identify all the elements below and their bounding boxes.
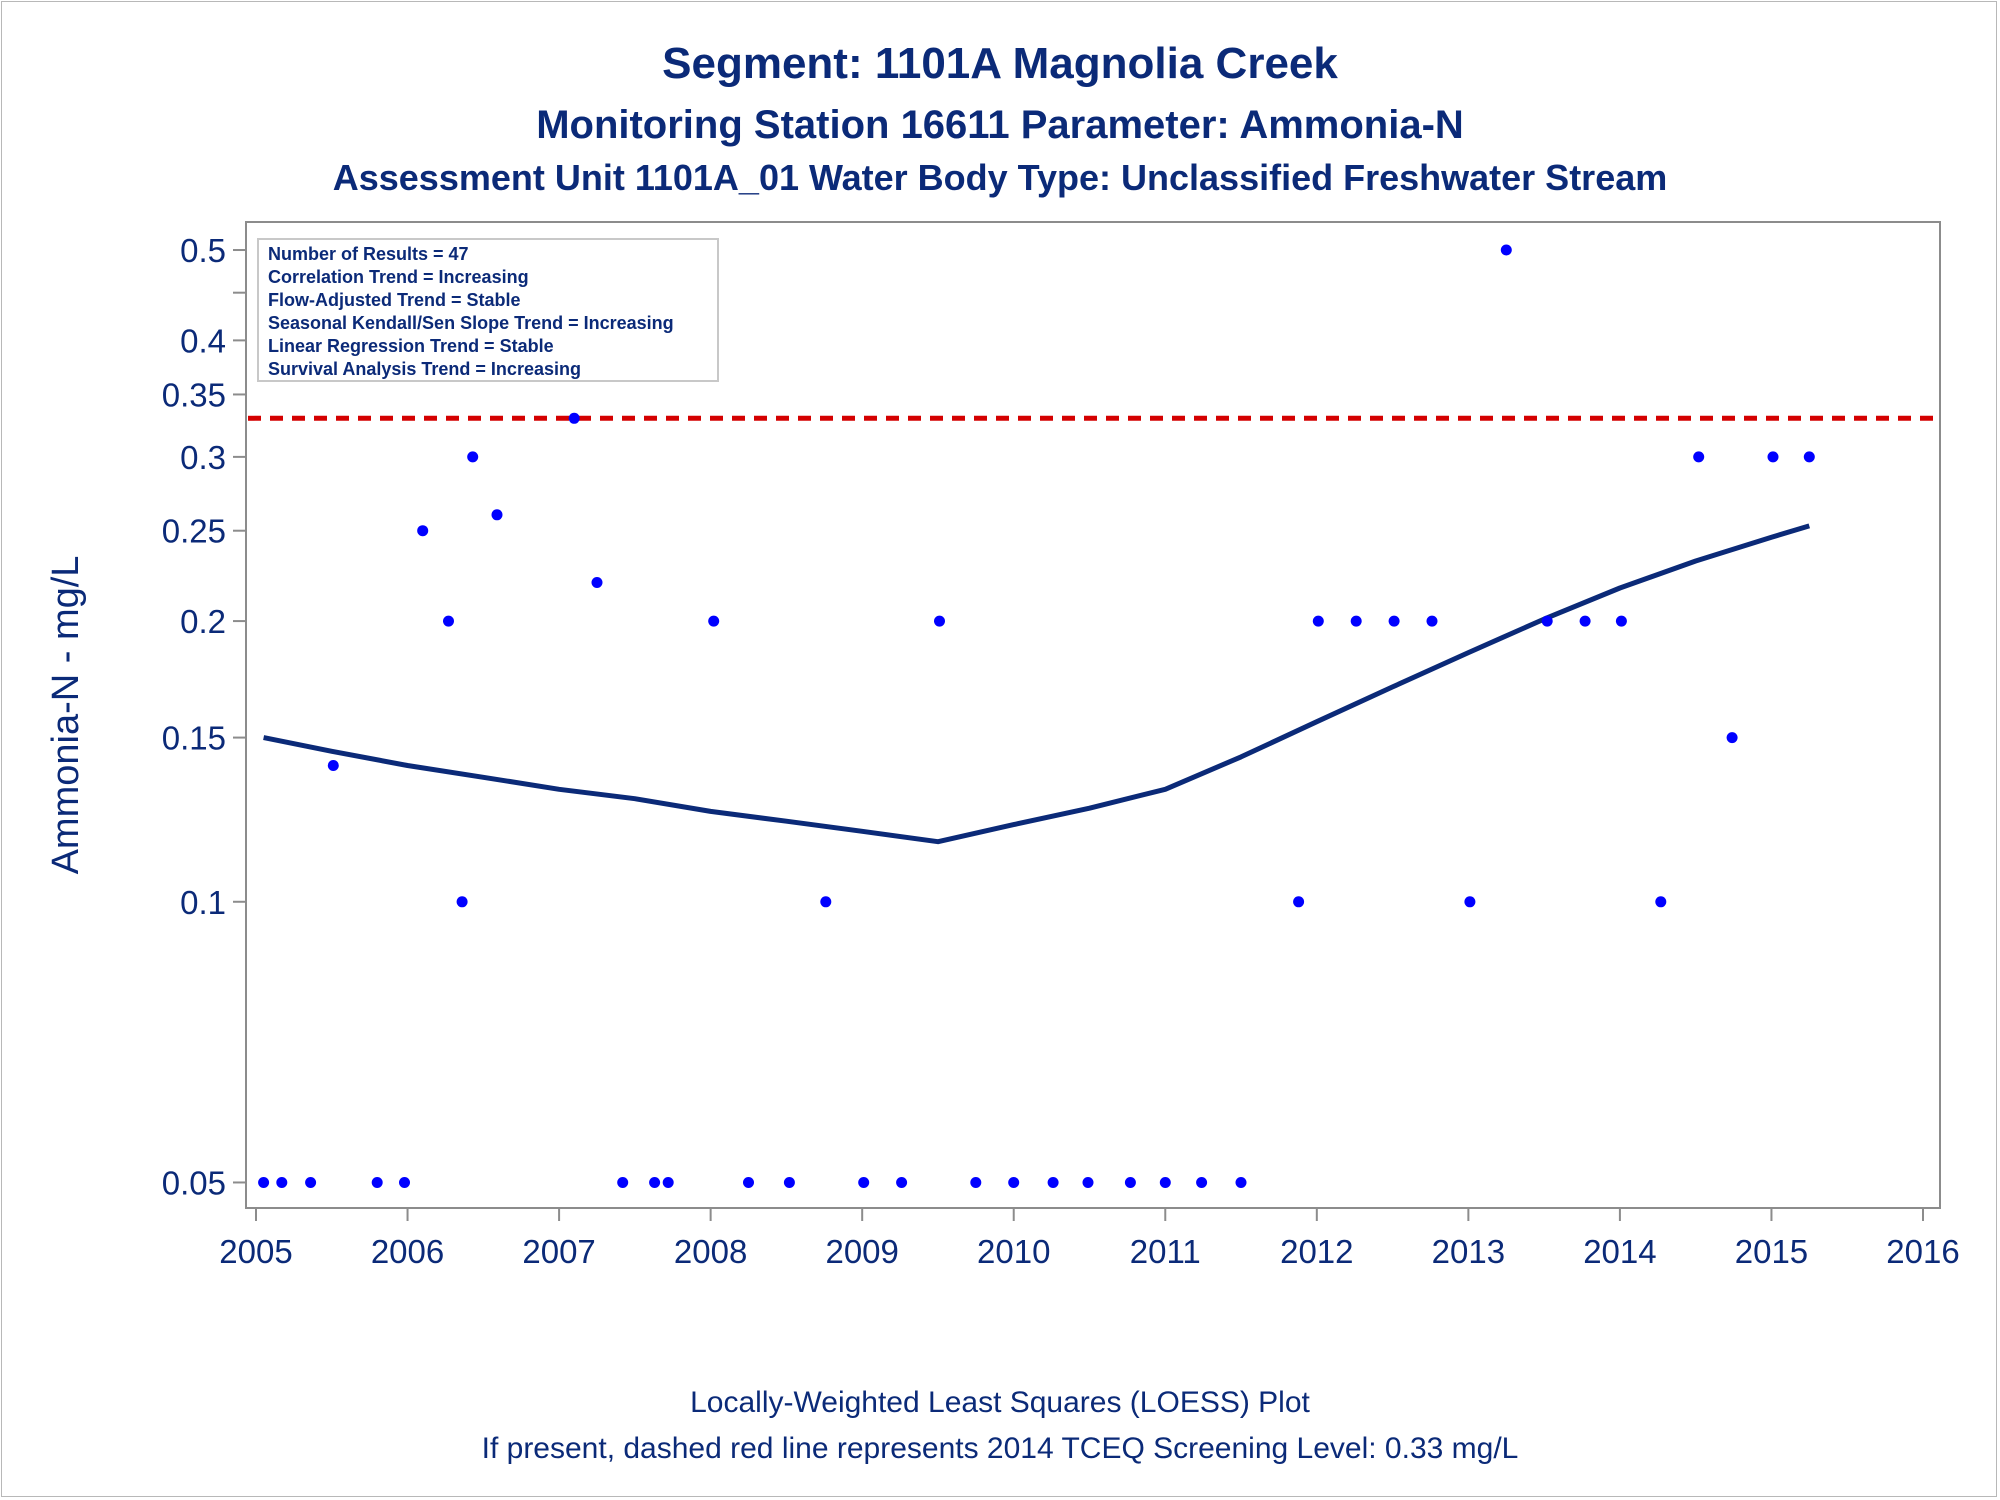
stats-number-of-results: Number of Results = 47 — [268, 244, 469, 264]
data-point — [1196, 1177, 1208, 1188]
data-point — [1350, 615, 1362, 627]
y-tick-label: 0.3 — [180, 439, 226, 476]
data-point — [276, 1177, 288, 1188]
footnote-plot-type: Locally-Weighted Least Squares (LOESS) P… — [690, 1386, 1310, 1419]
data-point — [617, 1177, 629, 1188]
data-point — [1579, 615, 1591, 627]
data-point — [1008, 1177, 1020, 1188]
data-point — [649, 1177, 661, 1188]
chart-subtitle-assessment: Assessment Unit 1101A_01 Water Body Type… — [333, 157, 1668, 198]
data-point — [1615, 615, 1627, 627]
data-point — [783, 1177, 795, 1188]
data-point — [568, 412, 580, 424]
x-tick-label: 2013 — [1432, 1233, 1505, 1270]
x-tick-label: 2016 — [1886, 1233, 1959, 1270]
data-points — [258, 244, 1815, 1188]
x-tick-label: 2008 — [674, 1233, 747, 1270]
data-point — [934, 615, 945, 627]
data-point — [1803, 451, 1815, 463]
y-axis-label: Ammonia-N - mg/L — [45, 556, 87, 875]
data-point — [591, 577, 603, 588]
data-point — [1693, 451, 1705, 463]
x-tick-label: 2006 — [371, 1233, 444, 1270]
y-axis: 0.05 0.1 0.15 0.2 0.25 0.3 0.35 0.4 0.5 — [162, 232, 246, 1201]
x-tick-label: 2010 — [977, 1233, 1050, 1270]
x-axis: 2005 2006 2007 2008 2009 2010 2011 2012 2013 2014… — [219, 1208, 1960, 1270]
data-point — [662, 1177, 674, 1188]
x-tick-label: 2007 — [522, 1233, 595, 1270]
data-point — [1312, 615, 1324, 627]
data-point — [305, 1177, 317, 1188]
y-tick-label: 0.4 — [180, 322, 226, 359]
y-tick-label: 0.1 — [180, 884, 226, 921]
data-point — [896, 1177, 908, 1188]
x-tick-label: 2011 — [1130, 1233, 1201, 1270]
stats-survival-analysis-trend: Survival Analysis Trend = Increasing — [268, 359, 581, 379]
chart-subtitle-station: Monitoring Station 16611 Parameter: Ammo… — [536, 103, 1464, 147]
stats-seasonal-kendall-trend: Seasonal Kendall/Sen Slope Trend = Incre… — [268, 313, 674, 333]
stats-flow-adjusted-trend: Flow-Adjusted Trend = Stable — [268, 290, 521, 310]
data-point — [1388, 615, 1400, 627]
data-point — [1464, 896, 1476, 908]
data-point — [1159, 1177, 1171, 1188]
data-point — [1426, 615, 1438, 627]
x-tick-label: 2005 — [219, 1233, 292, 1270]
data-point — [820, 896, 832, 908]
data-point — [1655, 896, 1667, 908]
stats-correlation-trend: Correlation Trend = Increasing — [268, 267, 529, 287]
data-point — [708, 615, 720, 627]
data-point — [1293, 896, 1305, 908]
data-point — [743, 1177, 754, 1188]
data-point — [1235, 1177, 1247, 1188]
data-point — [327, 760, 339, 771]
stats-box-frame — [257, 238, 719, 382]
y-tick-label: 0.5 — [180, 232, 226, 269]
y-tick-label: 0.05 — [162, 1164, 226, 1201]
data-point — [1124, 1177, 1136, 1188]
loess-trend-line — [263, 523, 1811, 845]
data-point — [1541, 615, 1553, 627]
y-tick-label: 0.35 — [162, 376, 226, 413]
x-tick-label: 2014 — [1583, 1233, 1656, 1270]
data-point — [456, 896, 468, 908]
x-tick-label: 2012 — [1280, 1233, 1353, 1270]
data-point — [1047, 1177, 1059, 1188]
data-point — [371, 1177, 383, 1188]
x-tick-label: 2015 — [1735, 1233, 1808, 1270]
data-point — [1767, 451, 1779, 463]
data-point — [491, 509, 503, 521]
data-point — [858, 1177, 870, 1188]
stats-linear-regression-trend: Linear Regression Trend = Stable — [268, 336, 554, 356]
data-point — [1726, 732, 1738, 744]
y-tick-label: 0.15 — [162, 720, 226, 757]
footnote-screening-level: If present, dashed red line represents 2… — [482, 1432, 1519, 1465]
data-point — [443, 615, 454, 627]
plot-area — [245, 221, 1941, 1209]
data-point — [1082, 1177, 1094, 1188]
data-point — [467, 451, 479, 463]
x-tick-label: 2009 — [825, 1233, 898, 1270]
data-point — [417, 525, 429, 537]
stats-box: Number of Results = 47 Correlation Trend… — [257, 238, 719, 382]
data-point — [1500, 244, 1512, 256]
data-point — [970, 1177, 982, 1188]
data-point — [399, 1177, 410, 1188]
data-point — [258, 1177, 270, 1188]
y-tick-label: 0.2 — [180, 603, 226, 640]
y-tick-label: 0.25 — [162, 513, 226, 550]
chart-title: Segment: 1101A Magnolia Creek — [662, 39, 1338, 88]
